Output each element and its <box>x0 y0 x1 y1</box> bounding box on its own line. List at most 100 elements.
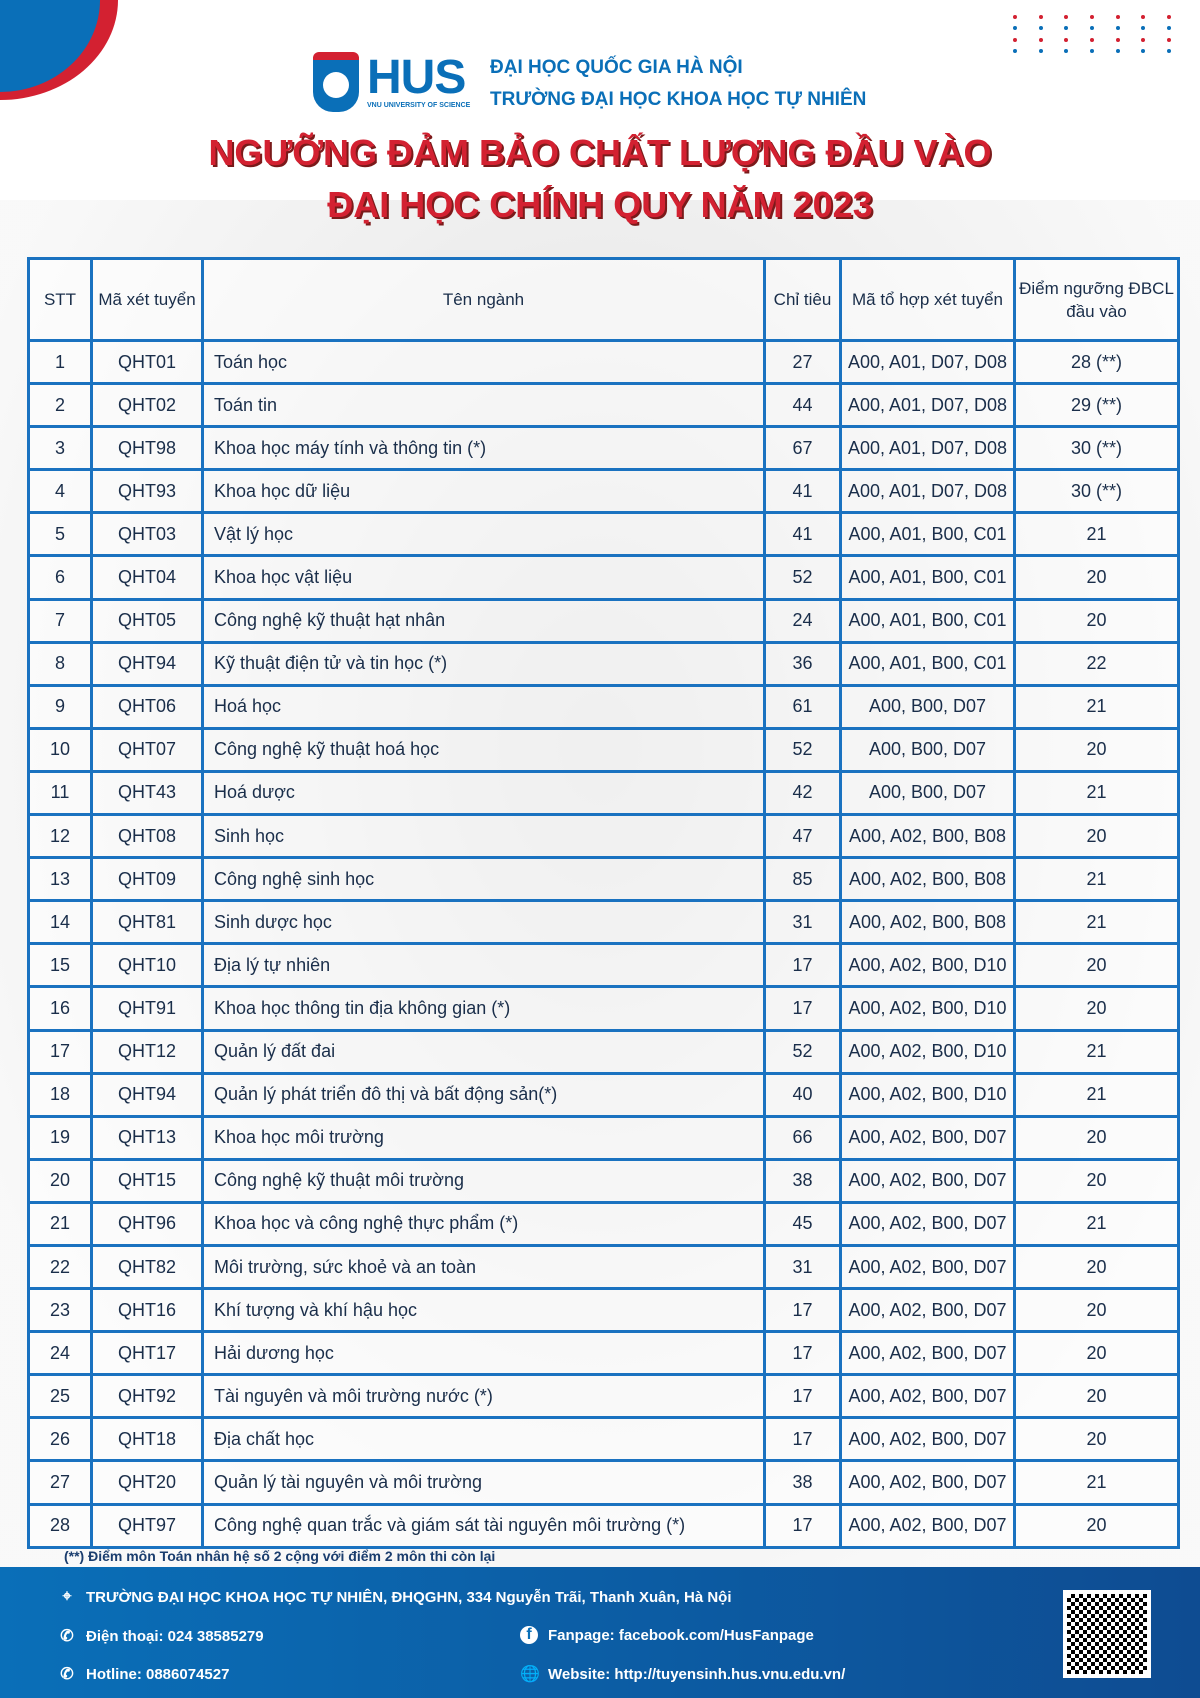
table-row: 21 QHT96 Khoa học và công nghệ thực phẩm (… <box>27 1200 1180 1247</box>
combo-cell: A00, A02, B00, D10 <box>839 1071 1016 1118</box>
score-cell: 20 <box>1013 1114 1180 1161</box>
table-row: 7 QHT05 Công nghệ kỹ thuật hạt nhân 24 A00, … <box>27 597 1180 644</box>
dot <box>1141 26 1146 31</box>
address: TRƯỜNG ĐẠI HỌC KHOA HỌC TỰ NHIÊN, ĐHQGHN… <box>86 1588 732 1606</box>
quota-cell: 42 <box>763 769 842 817</box>
major-cell: Khoa học dữ liệu <box>201 468 766 515</box>
score-cell: 21 <box>1013 1028 1180 1075</box>
dot <box>1115 37 1120 42</box>
table-row: 19 QHT13 Khoa học môi trường 66 A00, A02, B0… <box>27 1114 1180 1161</box>
dot <box>1115 49 1120 54</box>
combo-cell: A00, A01, D07, D08 <box>839 468 1016 515</box>
code-cell: QHT01 <box>90 338 204 386</box>
quota-cell: 52 <box>763 554 842 601</box>
major-cell: Địa lý tự nhiên <box>201 942 766 989</box>
stt-cell: 15 <box>27 942 93 989</box>
stt-cell: 2 <box>27 382 93 429</box>
score-cell: 20 <box>1013 1157 1180 1204</box>
footnote: (**) Điểm môn Toán nhân hệ số 2 cộng với… <box>64 1548 496 1564</box>
code-cell: QHT16 <box>90 1287 204 1334</box>
dot <box>1089 14 1094 19</box>
code-cell: QHT04 <box>90 554 204 601</box>
score-cell: 21 <box>1013 1459 1180 1506</box>
table-row: 15 QHT10 Địa lý tự nhiên 17 A00, A02, B00, D… <box>27 942 1180 989</box>
quota-cell: 17 <box>763 985 842 1032</box>
org-line1: ĐẠI HỌC QUỐC GIA HÀ NỘI <box>490 57 743 78</box>
stt-cell: 1 <box>27 338 93 386</box>
quota-cell: 17 <box>763 1287 842 1334</box>
code-cell: QHT81 <box>90 899 204 946</box>
combo-cell: A00, A02, B00, D10 <box>839 1028 1016 1075</box>
major-cell: Tài nguyên và môi trường nước (*) <box>201 1373 766 1420</box>
major-cell: Quản lý đất đai <box>201 1028 766 1075</box>
table-row: 24 QHT17 Hải dương học 17 A00, A02, B00, D07… <box>27 1330 1180 1377</box>
combo-cell: A00, A02, B00, D07 <box>839 1416 1016 1463</box>
table-row: 14 QHT81 Sinh dược học 31 A00, A02, B00, B08… <box>27 899 1180 946</box>
combo-cell: A00, A01, B00, C01 <box>839 597 1016 644</box>
page-title-line2: ĐẠI HỌC CHÍNH QUY NĂM 2023 <box>327 184 873 225</box>
table-row: 27 QHT20 Quản lý tài nguyên và môi trường 3… <box>27 1459 1180 1506</box>
dot <box>1012 37 1017 42</box>
major-cell: Kỹ thuật điện tử và tin học (*) <box>201 640 766 687</box>
combo-cell: A00, B00, D07 <box>839 683 1016 730</box>
table-row: 11 QHT43 Hoá dược 42 A00, B00, D07 21 <box>27 769 1180 817</box>
score-cell: 20 <box>1013 1502 1180 1549</box>
location-icon: ⌖ <box>62 1588 72 1605</box>
combo-cell: A00, A01, D07, D08 <box>839 382 1016 429</box>
dot <box>1141 49 1146 54</box>
table-row: 4 QHT93 Khoa học dữ liệu 41 A00, A01, D07, D… <box>27 468 1180 515</box>
column-header: Tên ngành <box>201 257 766 342</box>
code-cell: QHT93 <box>90 468 204 515</box>
website-link[interactable]: Website: http://tuyensinh.hus.vnu.edu.vn… <box>548 1665 846 1683</box>
quota-cell: 44 <box>763 382 842 429</box>
stt-cell: 3 <box>27 425 93 472</box>
threshold-table: STT Mã xét tuyển Tên ngành Chỉ tiêu Mã tổ hợ… <box>27 257 1180 1549</box>
code-cell: QHT09 <box>90 856 204 903</box>
table-row: 1 QHT01 Toán học 27 A00, A01, D07, D08 28 (**… <box>27 338 1180 386</box>
code-cell: QHT94 <box>90 640 204 687</box>
table-row: 8 QHT94 Kỹ thuật điện tử và tin học (*) 36 A… <box>27 640 1180 687</box>
code-cell: QHT97 <box>90 1502 204 1549</box>
major-cell: Địa chất học <box>201 1416 766 1463</box>
stt-cell: 12 <box>27 813 93 860</box>
dot <box>1115 14 1120 19</box>
major-cell: Khí tượng và khí hậu học <box>201 1287 766 1334</box>
quota-cell: 40 <box>763 1071 842 1118</box>
stt-cell: 13 <box>27 856 93 903</box>
stt-cell: 10 <box>27 726 93 773</box>
table-row: 28 QHT97 Công nghệ quan trắc và giám sát t… <box>27 1502 1180 1549</box>
combo-cell: A00, A02, B00, D07 <box>839 1243 1016 1291</box>
stt-cell: 17 <box>27 1028 93 1075</box>
stt-cell: 4 <box>27 468 93 515</box>
dot <box>1012 49 1017 54</box>
stt-cell: 18 <box>27 1071 93 1118</box>
table-row: 17 QHT12 Quản lý đất đai 52 A00, A02, B00, D… <box>27 1028 1180 1075</box>
dot <box>1012 26 1017 31</box>
quota-cell: 52 <box>763 1028 842 1075</box>
stt-cell: 7 <box>27 597 93 644</box>
code-cell: QHT06 <box>90 683 204 730</box>
score-cell: 20 <box>1013 985 1180 1032</box>
quota-cell: 17 <box>763 1373 842 1420</box>
score-cell: 20 <box>1013 1330 1180 1377</box>
score-cell: 21 <box>1013 1071 1180 1118</box>
quota-cell: 66 <box>763 1114 842 1161</box>
combo-cell: A00, A02, B00, D07 <box>839 1200 1016 1247</box>
combo-cell: A00, A01, D07, D08 <box>839 338 1016 386</box>
major-cell: Quản lý phát triển đô thị và bất động sả… <box>201 1071 766 1118</box>
quota-cell: 61 <box>763 683 842 730</box>
dot <box>1167 26 1172 31</box>
score-cell: 30 (**) <box>1013 468 1180 515</box>
logo-text: HUS <box>367 50 466 104</box>
table-row: 25 QHT92 Tài nguyên và môi trường nước (*)… <box>27 1373 1180 1420</box>
quota-cell: 47 <box>763 813 842 860</box>
table-header-row: STT Mã xét tuyển Tên ngành Chỉ tiêu Mã tổ hợ… <box>27 257 1180 342</box>
fanpage-link[interactable]: Fanpage: facebook.com/HusFanpage <box>548 1626 814 1644</box>
major-cell: Công nghệ sinh học <box>201 856 766 903</box>
code-cell: QHT20 <box>90 1459 204 1506</box>
code-cell: QHT13 <box>90 1114 204 1161</box>
dot <box>1038 14 1043 19</box>
major-cell: Hải dương học <box>201 1330 766 1377</box>
score-cell: 20 <box>1013 597 1180 644</box>
page-title-line1: NGƯỠNG ĐẢM BẢO CHẤT LƯỢNG ĐẦU VÀO <box>208 132 992 173</box>
